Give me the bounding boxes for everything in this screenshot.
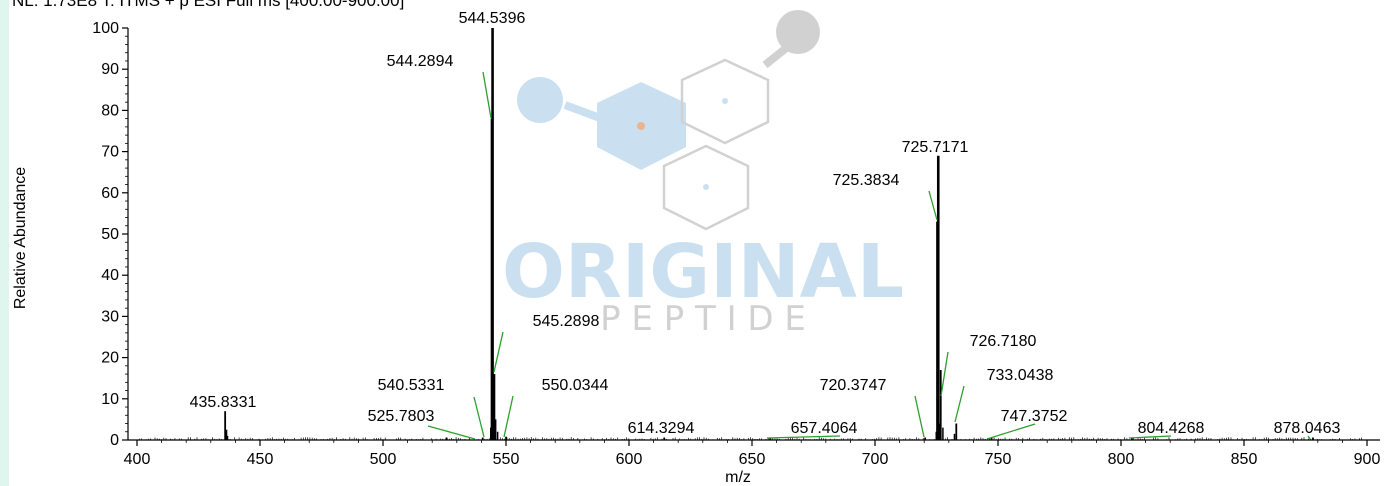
x-axis-title: m/z: [725, 469, 751, 486]
y-tick-label: 10: [101, 391, 119, 408]
peak-leader-line: [954, 385, 965, 423]
peak-labels: 435.8331 525.7803 540.5331 544.2894 544.5396…: [190, 10, 1341, 437]
x-tick-label: 550: [493, 451, 520, 468]
peak-leader-line: [1128, 435, 1172, 439]
header-text: NL: 1.73E8 T: ITMS + p ESI Full ms [400.…: [12, 0, 405, 10]
y-tick-label: 40: [101, 267, 119, 284]
x-tick-label: 650: [739, 451, 766, 468]
x-tick-label: 700: [862, 451, 889, 468]
y-tick-label: 50: [101, 226, 119, 243]
y-tick-label: 90: [101, 61, 119, 78]
peak-leader-line: [503, 395, 514, 438]
x-tick-label: 750: [985, 451, 1012, 468]
x-tick-label: 900: [1354, 451, 1381, 468]
x-ticks: 400 450 500 550 600 650 700 750 800 850 900: [124, 440, 1381, 468]
x-tick-label: 600: [616, 451, 643, 468]
peak-label: 435.8331: [190, 394, 257, 411]
peak-label: 544.2894: [387, 53, 454, 70]
y-axis-title: Relative Abundance: [12, 167, 29, 309]
peak-leader-line: [940, 351, 949, 397]
x-tick-label: 800: [1108, 451, 1135, 468]
y-tick-label: 30: [101, 308, 119, 325]
leader-lines: [427, 71, 1311, 440]
x-tick-label: 450: [247, 451, 274, 468]
peak-label: 545.2898: [533, 313, 600, 330]
peaks: [224, 28, 1314, 440]
watermark: ORIGINAL P E P T I D E: [502, 10, 904, 339]
y-tick-label: 70: [101, 144, 119, 161]
watermark-grey-circle: [776, 10, 820, 54]
y-tick-label: 60: [101, 185, 119, 202]
peak-leader-line: [473, 396, 485, 438]
peak-leader-line: [493, 331, 504, 373]
watermark-grey-hexagon-bottom: [662, 144, 750, 231]
peak-leader-line: [914, 395, 925, 438]
peak-label: 726.7180: [970, 333, 1037, 350]
watermark-main-text: ORIGINAL: [502, 229, 904, 315]
peak-label: 614.3294: [628, 420, 695, 437]
watermark-blue-dot-top: [722, 98, 728, 104]
peak-label: 550.0344: [542, 377, 609, 394]
peak-label: 544.5396: [459, 10, 526, 27]
peak-label: 725.3834: [833, 172, 900, 189]
y-tick-label: 0: [110, 432, 119, 449]
peak-leader-line: [482, 71, 492, 119]
watermark-blue-circle: [517, 77, 563, 123]
watermark-grey-hexagon-top: [680, 58, 770, 145]
x-tick-label: 850: [1231, 451, 1258, 468]
peak-label: 747.3752: [1001, 408, 1068, 425]
peak-leader-line: [427, 425, 476, 440]
watermark-orange-dot: [637, 122, 645, 130]
y-tick-label: 100: [92, 20, 119, 37]
y-tick-label: 20: [101, 350, 119, 367]
peak-leader-line: [766, 435, 841, 439]
peak-leader-line: [986, 423, 1036, 440]
watermark-sub-text: P E P T I D E: [600, 299, 806, 339]
peak-leader-line: [928, 190, 938, 221]
peak-label: 657.4064: [791, 420, 858, 437]
x-tick-label: 400: [124, 451, 151, 468]
x-tick-label: 500: [370, 451, 397, 468]
peak-label: 525.7803: [368, 408, 435, 425]
y-ticks: 0 10 20 30 40 50 60 70 80 90 100: [92, 20, 128, 449]
peak-label: 733.0438: [987, 367, 1054, 384]
watermark-bond-line: [563, 101, 602, 122]
watermark-blue-dot-bottom: [703, 184, 709, 190]
peak-label: 725.7171: [902, 139, 969, 156]
peak-label: 878.0463: [1274, 420, 1341, 437]
peak-label: 540.5331: [378, 377, 445, 394]
y-tick-label: 80: [101, 102, 119, 119]
peak-leader-line: [1307, 435, 1311, 440]
peak-label: 804.4268: [1138, 420, 1205, 437]
left-edge-strip: [0, 0, 9, 486]
peak-label: 720.3747: [820, 377, 887, 394]
